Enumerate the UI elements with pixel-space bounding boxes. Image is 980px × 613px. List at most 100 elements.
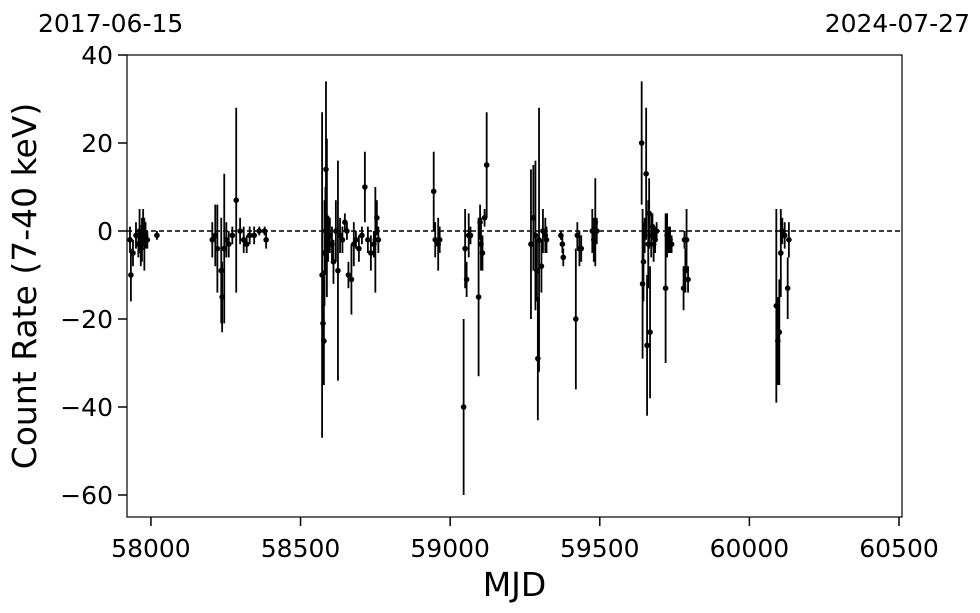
data-point bbox=[233, 107, 240, 293]
data-point bbox=[154, 231, 160, 240]
data-point bbox=[647, 266, 653, 399]
point-marker bbox=[225, 241, 232, 247]
data-point bbox=[240, 226, 247, 253]
point-marker bbox=[578, 245, 585, 252]
data-point bbox=[144, 231, 151, 249]
data-point bbox=[638, 81, 645, 205]
data-point bbox=[462, 209, 468, 289]
data-point bbox=[335, 160, 341, 381]
data-point bbox=[573, 248, 579, 390]
data-point bbox=[362, 151, 368, 223]
data-point bbox=[348, 244, 355, 315]
point-marker bbox=[467, 232, 474, 239]
point-marker bbox=[246, 232, 253, 239]
point-marker bbox=[462, 245, 468, 252]
point-marker bbox=[436, 237, 443, 243]
point-marker bbox=[256, 228, 263, 234]
point-marker bbox=[130, 250, 136, 256]
point-marker bbox=[133, 232, 139, 239]
point-marker bbox=[778, 250, 784, 256]
x-axis: 58000 58500 59000 59500 60000 60500 bbox=[111, 517, 939, 563]
data-point bbox=[463, 261, 470, 297]
point-marker bbox=[430, 188, 437, 195]
point-marker bbox=[647, 329, 653, 336]
point-marker bbox=[233, 197, 240, 203]
point-marker bbox=[786, 237, 792, 243]
point-marker bbox=[209, 237, 216, 243]
data-point bbox=[528, 169, 534, 319]
x-tick-label: 58500 bbox=[261, 534, 341, 563]
data-point bbox=[356, 235, 362, 262]
data-point bbox=[243, 235, 250, 253]
point-marker bbox=[543, 237, 550, 243]
point-marker bbox=[353, 237, 359, 243]
point-marker bbox=[344, 228, 350, 234]
y-axis: −60 −40 −20 0 20 40 bbox=[60, 41, 127, 510]
x-axis-title: MJD bbox=[483, 565, 547, 604]
point-marker bbox=[374, 215, 380, 221]
y-tick-label: 40 bbox=[81, 41, 113, 70]
point-marker bbox=[538, 263, 545, 270]
data-point bbox=[540, 209, 546, 253]
x-tick-label: 59000 bbox=[410, 534, 490, 563]
point-marker bbox=[463, 276, 470, 283]
top-left-date-label: 2017-06-15 bbox=[38, 9, 183, 38]
point-marker bbox=[240, 237, 247, 243]
y-tick-label: −20 bbox=[60, 305, 113, 334]
data-point bbox=[225, 231, 232, 258]
point-marker bbox=[375, 237, 382, 243]
data-point bbox=[128, 248, 134, 302]
point-marker bbox=[229, 232, 236, 239]
data-point bbox=[345, 261, 352, 289]
point-marker bbox=[339, 237, 346, 243]
point-marker bbox=[475, 294, 482, 300]
data-point bbox=[643, 107, 649, 240]
point-marker bbox=[144, 237, 151, 243]
data-point bbox=[779, 217, 786, 245]
data-point bbox=[781, 222, 788, 249]
point-marker bbox=[154, 232, 160, 239]
data-point bbox=[467, 226, 474, 245]
x-tick-label: 60000 bbox=[710, 534, 790, 563]
data-point bbox=[209, 222, 216, 258]
point-marker bbox=[653, 228, 660, 234]
x-tick-label: 58000 bbox=[111, 534, 191, 563]
top-right-date-label: 2024-07-27 bbox=[825, 9, 970, 38]
point-marker bbox=[251, 232, 257, 239]
point-marker bbox=[644, 342, 650, 349]
data-point bbox=[263, 231, 269, 249]
point-marker bbox=[776, 329, 783, 336]
point-marker bbox=[668, 241, 675, 247]
point-marker bbox=[479, 250, 486, 256]
point-marker bbox=[643, 171, 649, 177]
point-marker bbox=[662, 285, 669, 292]
data-point bbox=[578, 235, 585, 262]
data-point bbox=[130, 239, 136, 267]
point-marker bbox=[432, 237, 439, 243]
point-marker bbox=[638, 140, 645, 146]
data-point bbox=[374, 200, 380, 236]
data-point bbox=[375, 226, 382, 253]
data-point bbox=[365, 226, 371, 253]
point-marker bbox=[365, 237, 371, 243]
point-marker bbox=[683, 237, 690, 243]
y-tick-label: 20 bbox=[81, 129, 113, 158]
data-point bbox=[353, 231, 359, 249]
data-point bbox=[483, 112, 490, 218]
data-point bbox=[229, 226, 236, 245]
data-point bbox=[344, 222, 350, 240]
point-marker bbox=[779, 228, 786, 234]
point-marker bbox=[335, 267, 341, 274]
point-marker bbox=[345, 272, 352, 278]
point-marker bbox=[223, 237, 230, 243]
data-point bbox=[237, 217, 243, 245]
data-point bbox=[776, 279, 783, 385]
data-point bbox=[256, 226, 263, 236]
point-marker bbox=[237, 228, 243, 234]
point-marker bbox=[128, 272, 134, 278]
point-marker bbox=[337, 232, 343, 239]
data-point bbox=[784, 257, 791, 319]
data-point bbox=[644, 275, 650, 416]
point-marker bbox=[362, 184, 368, 190]
data-point bbox=[479, 235, 486, 271]
